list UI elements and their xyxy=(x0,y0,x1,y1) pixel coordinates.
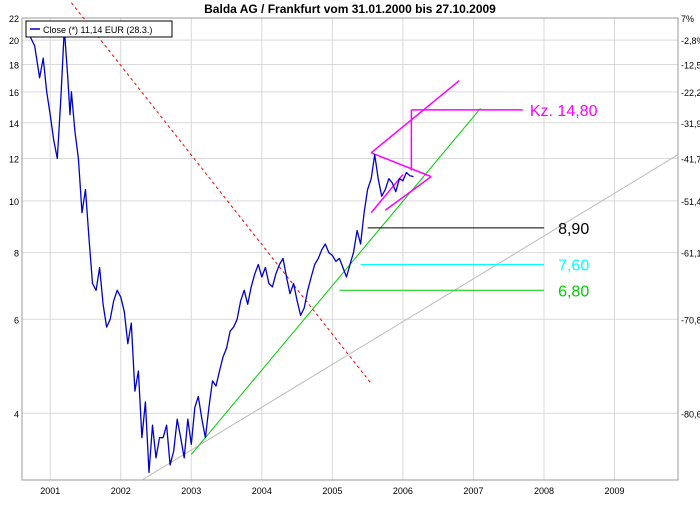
x-tick-label: 2005 xyxy=(322,486,342,496)
annotation-layer: Kz. 14,80 8,90 7,60 6,80 xyxy=(530,103,598,300)
x-tick-label: 2009 xyxy=(605,486,625,496)
annotation-label: 8,90 xyxy=(558,221,589,238)
y-tick-label-left: 6 xyxy=(14,315,19,325)
plot-frame xyxy=(21,17,679,481)
annotation-label: 7,60 xyxy=(558,257,589,274)
y-tick-label-left: 10 xyxy=(9,197,19,207)
magenta-triangle-top xyxy=(370,152,432,178)
y-tick-label-right: -80,6% xyxy=(681,409,700,419)
series-layer xyxy=(28,28,414,474)
x-tick-label: 2002 xyxy=(111,486,131,496)
x-tick-label: 2003 xyxy=(181,486,201,496)
y-tick-label-right: -51,4% xyxy=(681,197,700,207)
x-tick-label: 2004 xyxy=(252,486,272,496)
legend: Close (*) 11,14 EUR (28.3.) xyxy=(25,20,173,38)
legend-label: Close (*) 11,14 EUR (28.3.) xyxy=(43,25,152,35)
annotation-label: 6,80 xyxy=(558,283,589,300)
y-tick-label-right: -41,7% xyxy=(681,155,700,165)
x-tick-label: 2007 xyxy=(463,486,483,496)
y-tick-label-right: 7% xyxy=(681,14,694,24)
magenta-channel-upper xyxy=(370,79,460,154)
y-axis-right: 7% -2,8% -12,5% -22,2% -31,9% -41,7% -51,4% -61… xyxy=(681,14,700,419)
grey-uptrend xyxy=(141,154,679,481)
price-series-line xyxy=(28,28,414,474)
y-tick-label-left: 4 xyxy=(14,409,19,419)
y-tick-label-right: -2,8% xyxy=(681,36,700,46)
y-tick-label-right: -31,9% xyxy=(681,119,700,129)
chart-title: Balda AG / Frankfurt vom 31.01.2000 bis … xyxy=(204,2,496,16)
y-tick-label-left: 14 xyxy=(9,119,19,129)
y-tick-label-right: -22,2% xyxy=(681,88,700,98)
magenta-channel-lower xyxy=(370,174,404,214)
y-tick-label-right: -12,5% xyxy=(681,61,700,71)
trend-layer xyxy=(70,2,679,481)
y-tick-label-right: -61,1% xyxy=(681,249,700,259)
x-axis: 2001 2002 2003 2004 2005 2006 2007 2008 2009 xyxy=(40,486,624,496)
annotation-label: Kz. 14,80 xyxy=(530,103,598,120)
y-tick-label-right: -70,8% xyxy=(681,315,700,325)
y-tick-label-left: 22 xyxy=(9,14,19,24)
red-dashed-downtrend xyxy=(70,2,372,384)
y-tick-label-left: 12 xyxy=(9,155,19,165)
x-tick-label: 2008 xyxy=(534,486,554,496)
magenta-triangle-bottom xyxy=(384,176,432,211)
y-tick-label-left: 20 xyxy=(9,36,19,46)
x-tick-label: 2001 xyxy=(40,486,60,496)
y-tick-label-left: 8 xyxy=(14,249,19,259)
y-tick-label-left: 18 xyxy=(9,61,19,71)
green-uptrend xyxy=(190,108,481,455)
grid-layer xyxy=(22,17,678,480)
y-axis-left: 4 6 8 10 12 14 16 18 20 22 xyxy=(9,14,19,419)
legend-box xyxy=(25,20,173,38)
x-tick-label: 2006 xyxy=(393,486,413,496)
y-tick-label-left: 16 xyxy=(9,88,19,98)
